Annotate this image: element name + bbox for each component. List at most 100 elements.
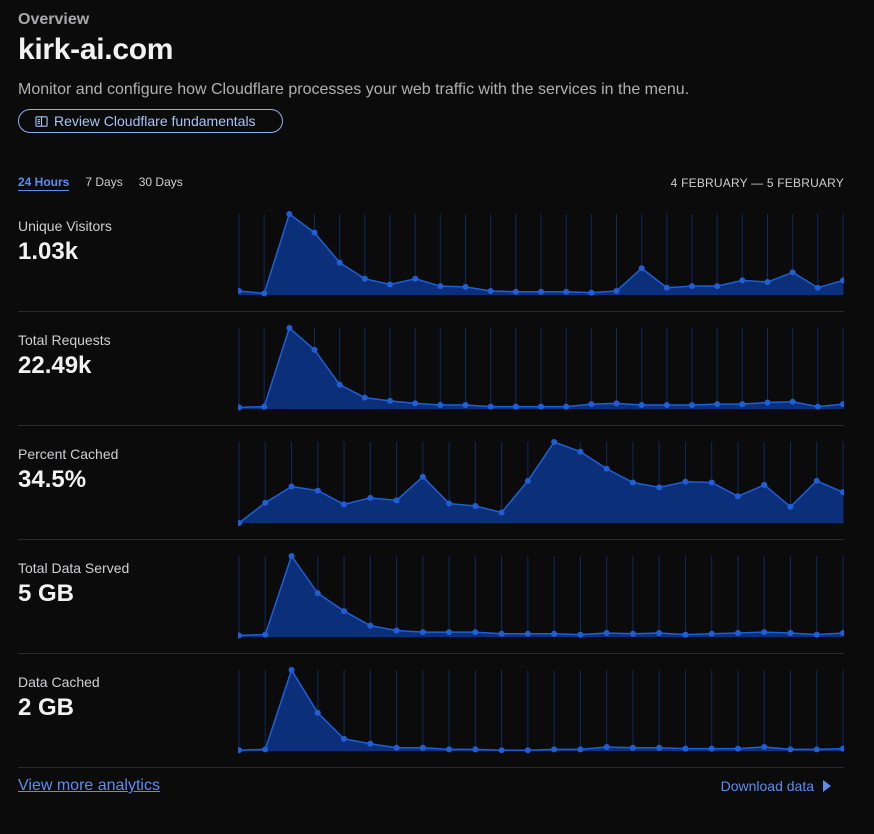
data-point [314, 590, 321, 597]
data-point [840, 489, 844, 496]
series-line [238, 668, 844, 751]
data-point [393, 744, 400, 751]
unique-visitors-chart[interactable] [238, 198, 844, 312]
data-point [739, 277, 746, 284]
data-point [367, 622, 374, 629]
data-point [682, 745, 689, 752]
data-point [262, 631, 269, 638]
data-point [314, 487, 321, 494]
total-requests-chart[interactable] [238, 312, 844, 426]
data-point [613, 287, 620, 294]
data-point [813, 746, 820, 753]
data-point [603, 465, 610, 472]
data-point [336, 381, 343, 388]
data-point [412, 400, 419, 407]
data-point [840, 401, 844, 408]
data-point [682, 478, 689, 485]
download-data-label: Download data [720, 778, 814, 794]
data-point [361, 394, 368, 401]
data-point [629, 630, 636, 637]
data-point [708, 479, 715, 486]
data-point [814, 403, 821, 410]
data-point [840, 629, 844, 636]
data-point [498, 747, 505, 754]
metric-value: 5 GB [18, 580, 75, 607]
data-point [437, 401, 444, 408]
data-point [419, 473, 426, 480]
data-cached-chart[interactable] [238, 654, 844, 768]
page-description: Monitor and configure how Cloudflare pro… [18, 81, 690, 98]
data-point [462, 401, 469, 408]
data-point [472, 629, 479, 636]
percent-cached-chart[interactable] [238, 426, 844, 540]
data-point [613, 400, 620, 407]
metric-percent-cached: Percent Cached 34.5% [18, 426, 844, 540]
view-more-analytics-link[interactable]: View more analytics [18, 777, 160, 794]
data-point [734, 745, 741, 752]
data-point [682, 631, 689, 638]
data-point [387, 281, 393, 288]
data-point [813, 631, 820, 638]
data-point [341, 608, 348, 615]
date-range: 4 FEBRUARY — 5 FEBRUARY [670, 176, 844, 190]
data-point [419, 629, 426, 636]
total-data-served-chart[interactable] [238, 540, 844, 654]
data-point [714, 283, 721, 290]
data-point [761, 481, 768, 488]
data-point [787, 746, 794, 753]
data-point [288, 483, 295, 490]
data-point [551, 746, 558, 753]
data-point [341, 501, 348, 508]
data-point [789, 398, 796, 405]
review-fundamentals-label: Review Cloudflare fundamentals [54, 113, 256, 129]
data-point [739, 401, 746, 408]
data-point [761, 629, 768, 636]
tab-24-hours[interactable]: 24 Hours [18, 175, 70, 191]
data-point [538, 403, 544, 410]
data-point [238, 287, 242, 294]
divider [18, 767, 844, 768]
data-point [813, 477, 820, 484]
data-point [524, 747, 531, 754]
data-point [764, 279, 771, 286]
data-point [638, 401, 645, 408]
data-point [472, 502, 479, 509]
series-area [239, 442, 843, 523]
data-point [787, 629, 794, 636]
data-point [238, 747, 242, 754]
data-point [387, 397, 393, 404]
data-point [663, 401, 670, 408]
data-point [603, 743, 610, 750]
data-point [577, 631, 584, 638]
metric-value: 1.03k [18, 238, 79, 265]
data-point [262, 499, 269, 506]
data-point [689, 401, 695, 408]
data-point [286, 211, 293, 217]
data-point [563, 403, 570, 410]
data-point [261, 290, 268, 297]
download-data-link[interactable]: Download data [721, 778, 832, 794]
time-range-tabs: 24 Hours 7 Days 30 Days [18, 175, 183, 191]
data-point [588, 401, 595, 408]
data-point [708, 630, 715, 637]
data-point [689, 283, 695, 290]
divider [18, 311, 844, 312]
data-point [341, 735, 348, 742]
data-point [462, 283, 469, 290]
data-point [629, 744, 636, 751]
metric-value: 34.5% [18, 466, 87, 493]
series-area [239, 670, 843, 751]
review-fundamentals-button[interactable]: Review Cloudflare fundamentals [18, 109, 283, 133]
data-point [498, 630, 505, 637]
tab-30-days[interactable]: 30 Days [138, 175, 183, 189]
data-point [840, 745, 844, 752]
data-point [629, 479, 636, 486]
data-point [498, 509, 505, 516]
data-point [487, 287, 494, 294]
metric-name: Total Data Served [18, 560, 130, 576]
data-point [367, 740, 374, 747]
metric-data-cached: Data Cached 2 GB [18, 654, 844, 768]
tab-7-days[interactable]: 7 Days [85, 175, 123, 189]
metric-name: Unique Visitors [18, 218, 112, 234]
data-point [238, 404, 242, 411]
